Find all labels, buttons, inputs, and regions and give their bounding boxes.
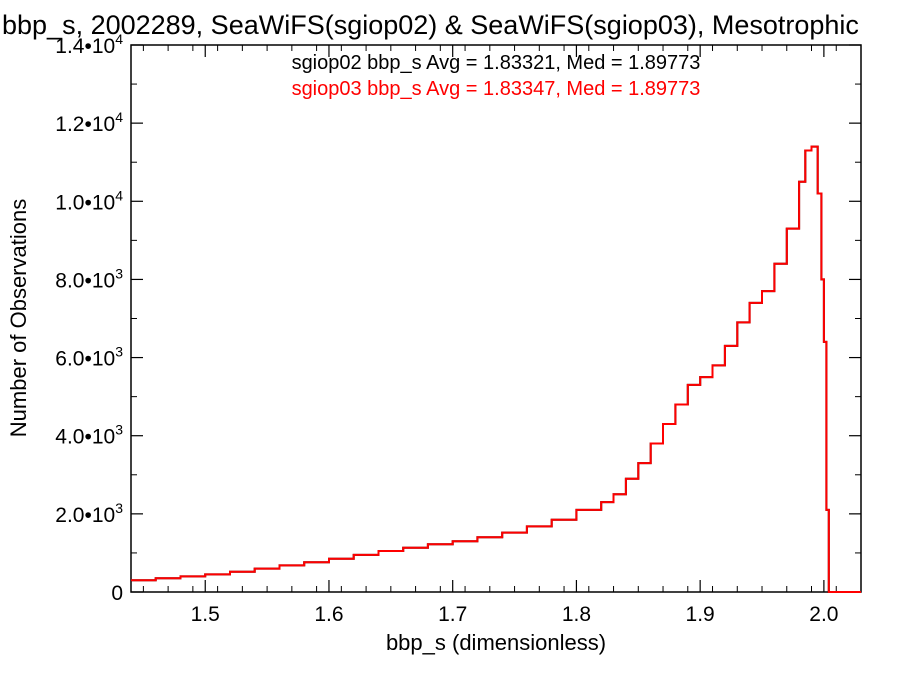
y-tick-label: 1.0•104 — [55, 187, 123, 214]
series-sgiop02-line — [131, 145, 861, 593]
y-tick-label-mantissa: 0 — [111, 582, 123, 605]
y-tick-label: 0 — [111, 582, 123, 605]
x-tick-label: 1.8 — [562, 603, 591, 626]
y-tick-label: 6.0•103 — [55, 344, 123, 371]
y-tick-label-mantissa: 8.0•10 — [55, 269, 115, 292]
x-axis: 1.5 1.6 1.7 1.8 1.9 2.0 — [142, 45, 838, 626]
series-sgiop03-line — [131, 145, 861, 593]
y-tick-label-exponent: 4 — [115, 31, 123, 47]
y-tick-label-exponent: 3 — [115, 265, 123, 281]
x-axis-label: bbp_s (dimensionless) — [386, 630, 606, 655]
x-tick-label: 2.0 — [809, 603, 838, 626]
y-tick-label-exponent: 4 — [115, 109, 123, 125]
y-tick-label-exponent: 3 — [115, 422, 123, 438]
y-axis-label: Number of Observations — [6, 199, 31, 437]
y-tick-label-mantissa: 4.0•10 — [55, 426, 115, 449]
x-tick-label: 1.9 — [686, 603, 715, 626]
x-tick-label: 1.5 — [191, 603, 220, 626]
x-tick-label: 1.7 — [438, 603, 467, 626]
x-tick-label: 1.6 — [314, 603, 343, 626]
y-tick-label-exponent: 3 — [115, 344, 123, 360]
y-tick-label: 4.0•103 — [55, 422, 123, 449]
y-tick-label-mantissa: 2.0•10 — [55, 504, 115, 527]
y-tick-label-exponent: 4 — [115, 187, 123, 203]
annotation-sgiop03: sgiop03 bbp_s Avg = 1.83347, Med = 1.897… — [292, 78, 701, 100]
series-layer — [131, 145, 861, 593]
y-tick-label-mantissa: 6.0•10 — [55, 348, 115, 371]
y-tick-label-mantissa: 1.4•10 — [55, 35, 115, 58]
y-tick-label-exponent: 3 — [115, 500, 123, 516]
y-tick-label: 8.0•103 — [55, 265, 123, 292]
y-tick-label: 2.0•103 — [55, 500, 123, 527]
y-axis: 02.0•1034.0•1036.0•1038.0•1031.0•1041.2•… — [55, 31, 861, 605]
y-tick-label-mantissa: 1.0•10 — [55, 191, 115, 214]
y-tick-label-mantissa: 1.2•10 — [55, 113, 115, 136]
y-tick-label: 1.2•104 — [55, 109, 123, 136]
annotation-sgiop02: sgiop02 bbp_s Avg = 1.83321, Med = 1.897… — [292, 52, 701, 74]
y-tick-label: 1.4•104 — [55, 31, 123, 58]
chart-title: bbp_s, 2002289, SeaWiFS(sgiop02) & SeaWi… — [2, 10, 859, 40]
plot-frame — [130, 44, 862, 593]
